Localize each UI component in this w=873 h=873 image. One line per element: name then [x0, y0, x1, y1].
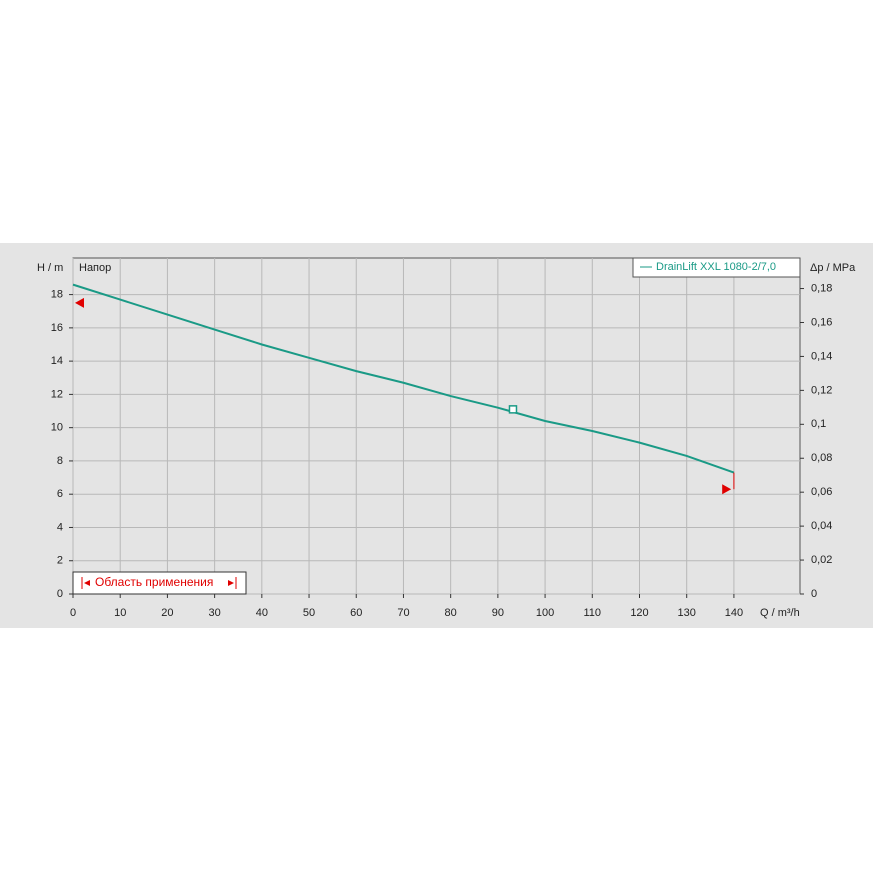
range-label: Область применения	[95, 575, 213, 589]
x-tick-label: 70	[397, 607, 409, 619]
range-end-marker	[722, 484, 732, 495]
x-tick-label: 20	[161, 607, 173, 619]
range-arrow	[84, 580, 90, 586]
range-box	[72, 571, 247, 595]
y2-tick-label: 0,06	[811, 486, 832, 498]
x-tick-label: 80	[445, 607, 457, 619]
y2-tick-label: 0,02	[811, 554, 832, 566]
y-tick-label: 10	[51, 422, 63, 434]
y-tick-label: 2	[57, 555, 63, 567]
x-tick-label: 140	[725, 607, 743, 619]
y-title: Напор	[79, 262, 111, 274]
series-line	[72, 283, 735, 474]
x-tick-label: 100	[536, 607, 554, 619]
y2-tick-label: 0,16	[811, 316, 832, 328]
x-tick-label: 10	[114, 607, 126, 619]
y-axis-label: H / m	[37, 262, 63, 274]
y2-tick-label: 0,12	[811, 384, 832, 396]
x-tick-label: 110	[584, 607, 602, 619]
y-tick-label: 4	[57, 521, 63, 533]
y2-tick-label: 0,04	[811, 520, 832, 532]
x-tick-label: 130	[678, 607, 696, 619]
y-tick-label: 8	[57, 455, 63, 467]
legend-entry: DrainLift XXL 1080-2/7,0	[656, 261, 776, 273]
x-tick-label: 40	[256, 607, 268, 619]
x-tick-label: 120	[630, 607, 648, 619]
x-tick-label: 60	[350, 607, 362, 619]
y2-axis-label: Δp / MPa	[810, 262, 856, 274]
y-tick-label: 12	[51, 388, 63, 400]
range-start-marker	[75, 297, 84, 308]
operating-point	[508, 405, 518, 414]
y2-tick-label: 0,1	[811, 418, 826, 430]
y2-tick-label: 0,18	[811, 282, 832, 294]
x-tick-label: 90	[492, 607, 504, 619]
x-tick-label: 50	[303, 607, 315, 619]
range-arrow	[228, 580, 234, 586]
y-tick-label: 14	[51, 355, 63, 367]
plot-area	[72, 257, 801, 595]
y2-tick-label: 0	[811, 588, 817, 600]
x-tick-label: 30	[208, 607, 220, 619]
y-tick-label: 0	[57, 588, 63, 600]
x-tick-label: 0	[70, 607, 76, 619]
legend-box	[632, 257, 801, 278]
y-tick-label: 16	[51, 322, 63, 334]
x-axis-label: Q / m³/h	[760, 607, 800, 619]
y2-tick-label: 0,08	[811, 452, 832, 464]
y2-tick-label: 0,14	[811, 350, 832, 362]
y-tick-label: 6	[57, 488, 63, 500]
y-tick-label: 18	[51, 289, 63, 301]
